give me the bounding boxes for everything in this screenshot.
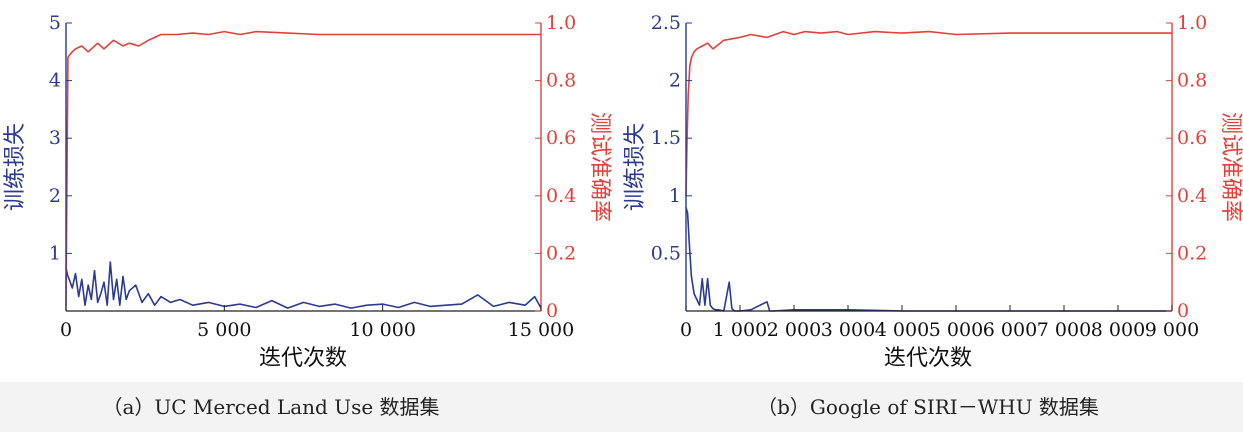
- y-left-tick-label: 1: [49, 242, 61, 264]
- y-right-tick-label: 0.6: [1177, 127, 1207, 149]
- x-axis-title: 迭代次数: [884, 346, 972, 371]
- x-tick-label: 4 000: [875, 319, 929, 341]
- chart-panel-a: 0 5 000 10 000 15 000 1 2 3 4 5 0 0.2 0.4 0.6 0.8 1.0 训…: [3, 12, 612, 419]
- figure-caption: （a）UC Merced Land Use 数据集: [102, 395, 439, 419]
- y-right-tick-label: 0.6: [546, 127, 576, 149]
- x-tick-label: 3 000: [821, 319, 875, 341]
- y-right-tick-label: 0.2: [1177, 242, 1207, 264]
- accuracy-series-line: [685, 30, 1172, 196]
- y-right-tick-label: 0.2: [546, 242, 576, 264]
- y-right-tick-label: 0: [546, 300, 558, 322]
- y-left-tick-label: 4: [49, 70, 61, 92]
- y-left-tick-label: 1: [669, 185, 681, 207]
- y-left-tick-label: 1.5: [651, 127, 681, 149]
- y-left-axis-title: 训练损失: [623, 123, 648, 211]
- y-right-tick-label: 1.0: [1177, 12, 1207, 34]
- y-right-tick-label: 0.8: [1177, 70, 1207, 92]
- y-left-tick-label: 2.5: [651, 12, 681, 34]
- figure-caption: （b）Google of SIRI－WHU 数据集: [757, 395, 1099, 419]
- y-left-tick-label: 2: [669, 70, 681, 92]
- y-right-tick-label: 0: [1177, 300, 1189, 322]
- x-tick-label: 15 000: [508, 319, 574, 341]
- x-tick-label: 5 000: [197, 319, 251, 341]
- x-tick-label: 5 000: [929, 319, 983, 341]
- x-tick-label: 0: [60, 319, 72, 341]
- x-tick-label: 9 000: [1145, 319, 1199, 341]
- y-left-axis-title: 训练损失: [3, 123, 28, 211]
- x-tick-label: 2 000: [767, 319, 821, 341]
- y-right-tick-label: 0.8: [546, 70, 576, 92]
- x-axis-title: 迭代次数: [259, 346, 347, 371]
- y-right-tick-label: 0.4: [546, 185, 576, 207]
- accuracy-series-line: [65, 30, 541, 306]
- y-right-axis-title: 测试准确率: [1218, 112, 1243, 222]
- y-right-axis-title: 测试准确率: [587, 112, 612, 222]
- y-left-tick-label: 2: [49, 185, 61, 207]
- x-tick-label: 6 000: [983, 319, 1037, 341]
- x-tick-label: 10 000: [349, 319, 415, 341]
- loss-series-line: [65, 261, 542, 309]
- x-tick-label: 7 000: [1037, 319, 1091, 341]
- x-tick-label: 0: [680, 319, 692, 341]
- y-left-tick-label: 3: [49, 127, 61, 149]
- y-right-tick-label: 0.4: [1177, 185, 1207, 207]
- chart-panel-b: 0 1 000 2 000 3 000 4 000 5 000 6 000 7 000 8 00…: [623, 12, 1243, 419]
- y-left-tick-label: 5: [49, 12, 61, 34]
- y-right-tick-label: 1.0: [546, 12, 576, 34]
- x-tick-label: 8 000: [1091, 319, 1145, 341]
- x-tick-label: 1 000: [713, 319, 767, 341]
- y-left-tick-label: 0.5: [651, 242, 681, 264]
